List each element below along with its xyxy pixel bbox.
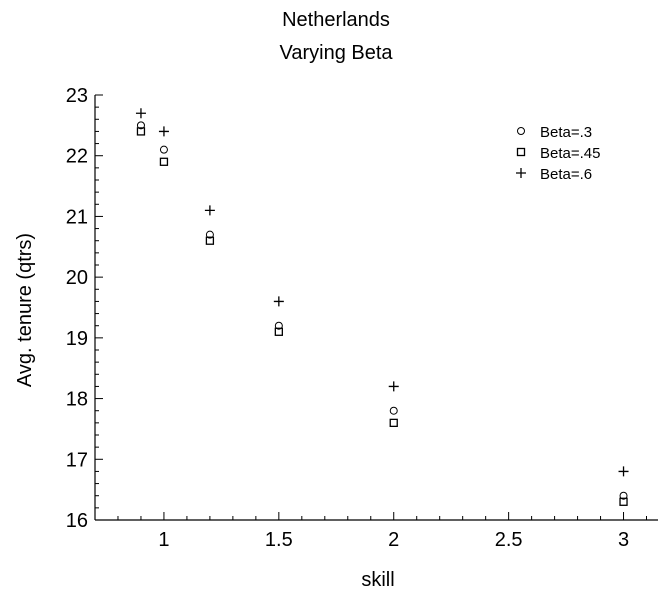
y-tick-label: 22 [66,146,88,168]
legend-label: Beta=.3 [540,124,592,141]
y-tick-label: 23 [66,85,88,107]
data-points [135,108,629,506]
legend-label: Beta=.45 [540,145,600,162]
data-point-series-3 [618,466,629,477]
x-axis-label: skill [361,569,394,591]
x-tick-label: 2.5 [495,529,523,551]
y-tick-label: 16 [66,510,88,532]
chart-title-line-2: Varying Beta [279,42,393,64]
data-point-series-3 [273,296,284,307]
data-point-series-1 [159,145,168,154]
y-tick-label: 20 [66,267,88,289]
data-point-series-2 [159,157,169,166]
data-point-series-1 [136,121,145,130]
data-point-series-1 [274,321,283,330]
x-tick-label: 3 [618,529,629,551]
legend-label: Beta=.6 [540,166,592,183]
data-point-series-1 [389,406,398,415]
x-tick-label: 2 [388,529,399,551]
y-tick-label: 18 [66,389,88,411]
data-point-series-1 [205,230,214,239]
legend-marker-series-2 [516,147,526,157]
y-tick-label: 21 [66,206,88,228]
legend-marker-series-1 [517,127,525,135]
data-point-series-2 [136,127,146,136]
legend: Beta=.3 Beta=.45 Beta=.6 [516,124,600,183]
data-point-series-2 [389,418,398,428]
legend-marker-series-3 [516,168,526,178]
y-tick-label: 19 [66,328,88,350]
y-axis-label: Avg. tenure (qtrs) [14,233,36,387]
data-point-series-2 [205,236,215,245]
data-point-series-3 [388,381,399,392]
y-tick-label: 17 [66,449,88,471]
data-point-series-3 [135,108,146,119]
x-tick-label: 1 [158,529,169,551]
chart-title-line-1: Netherlands [282,9,390,31]
data-point-series-2 [274,327,283,336]
data-point-series-3 [158,126,169,137]
data-point-series-2 [619,497,628,506]
data-point-series-3 [204,205,215,216]
x-tick-label: 1.5 [265,529,293,551]
data-point-series-1 [619,491,628,500]
axis-ticks: 16 17 18 19 20 21 22 23 1 1.5 2 2.5 3 [66,85,648,551]
